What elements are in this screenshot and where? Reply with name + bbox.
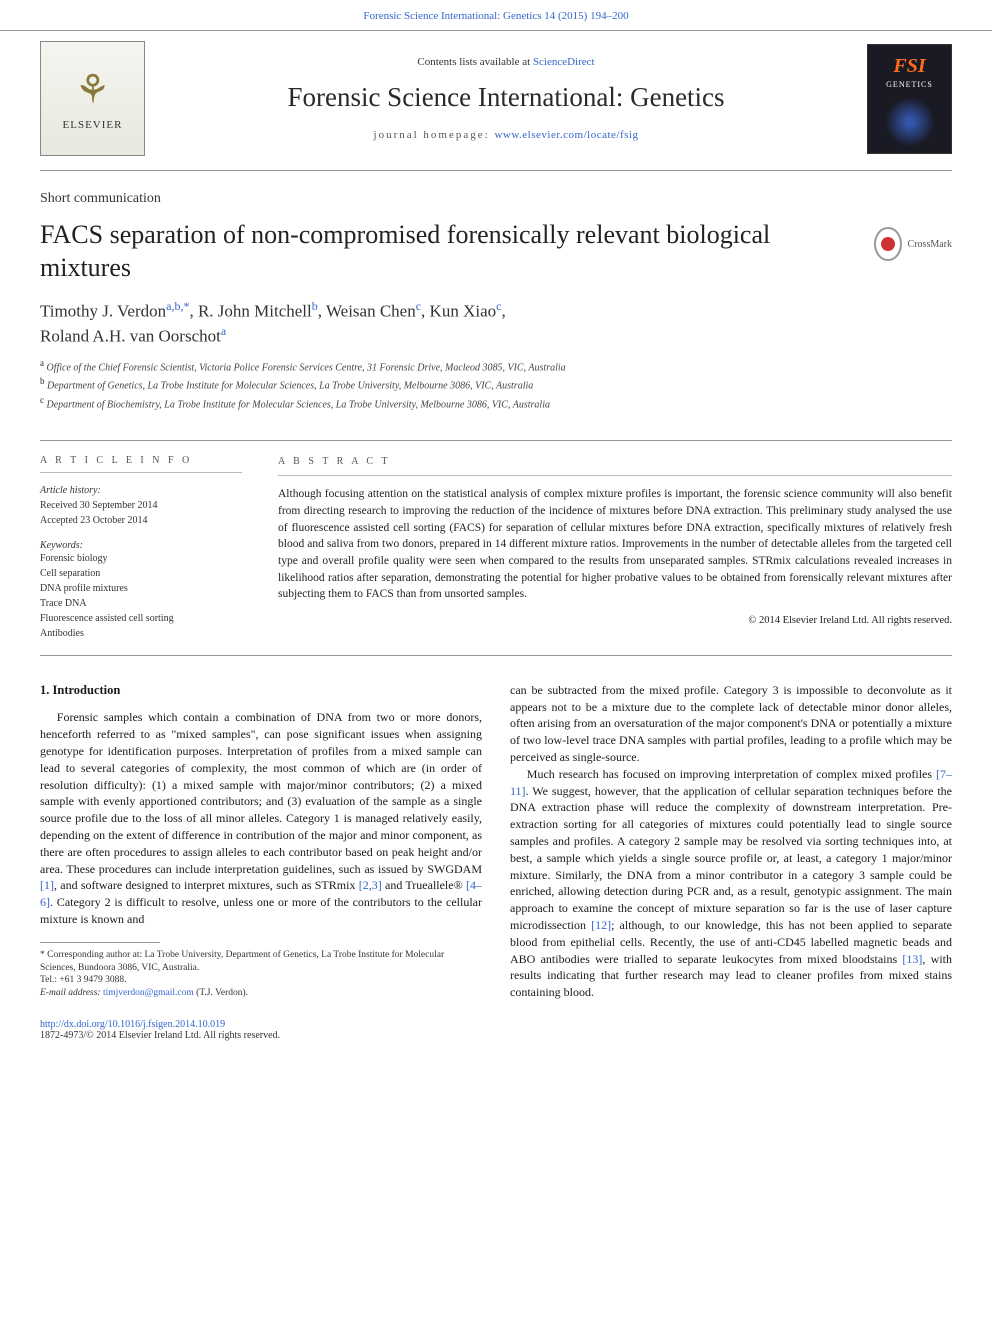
text: can be subtracted from the mixed profile… (510, 683, 952, 764)
info-header: A R T I C L E I N F O (40, 455, 242, 473)
masthead-center: Contents lists available at ScienceDirec… (157, 56, 855, 141)
author-1: Timothy J. Verdon (40, 302, 166, 321)
text: , and software designed to interpret mix… (54, 878, 359, 892)
aff-b-sup: b (40, 376, 45, 386)
footnote-rule (40, 942, 160, 943)
keyword: Trace DNA (40, 598, 87, 609)
article-type: Short communication (40, 191, 952, 207)
homepage-link[interactable]: www.elsevier.com/locate/fsig (494, 129, 638, 141)
history-label: Article history: (40, 485, 101, 496)
article-title: FACS separation of non-compromised foren… (40, 219, 858, 284)
crossmark-label: CrossMark (908, 239, 952, 250)
aff-a: Office of the Chief Forensic Scientist, … (47, 362, 566, 373)
homepage-prefix: journal homepage: (374, 129, 495, 141)
author-4: , Kun Xiao (421, 302, 496, 321)
body-columns: 1. Introduction Forensic samples which c… (0, 656, 992, 1011)
aff-c: Department of Biochemistry, La Trobe Ins… (47, 399, 550, 410)
affiliations: a Office of the Chief Forensic Scientist… (40, 357, 952, 412)
issn-copyright: 1872-4973/© 2014 Elsevier Ireland Ltd. A… (40, 1030, 280, 1041)
body-col-left: 1. Introduction Forensic samples which c… (40, 682, 482, 1001)
keyword: DNA profile mixtures (40, 583, 128, 594)
text: Much research has focused on improving i… (527, 767, 936, 781)
elsevier-logo: ⚘ ELSEVIER (40, 41, 145, 156)
keywords-label: Keywords: (40, 540, 242, 551)
abstract: A B S T R A C T Although focusing attent… (260, 441, 952, 655)
cover-genetics: GENETICS (886, 80, 933, 89)
journal-title: Forensic Science International: Genetics (157, 82, 855, 113)
comma: , (501, 302, 505, 321)
contents-line: Contents lists available at ScienceDirec… (157, 56, 855, 68)
aff-c-sup: c (40, 395, 44, 405)
elsevier-tree-icon: ⚘ (75, 66, 111, 113)
keyword: Forensic biology (40, 553, 108, 564)
info-abstract-block: A R T I C L E I N F O Article history: R… (40, 440, 952, 656)
keyword: Fluorescence assisted cell sorting (40, 613, 174, 624)
abstract-copyright: © 2014 Elsevier Ireland Ltd. All rights … (278, 613, 952, 628)
text: Forensic samples which contain a combina… (40, 710, 482, 875)
contents-prefix: Contents lists available at (417, 56, 532, 68)
authors: Timothy J. Verdona,b,*, R. John Mitchell… (40, 298, 952, 349)
intro-para-1: Forensic samples which contain a combina… (40, 709, 482, 927)
crossmark-icon (874, 227, 902, 261)
keyword: Cell separation (40, 568, 100, 579)
article-info: A R T I C L E I N F O Article history: R… (40, 441, 260, 655)
author-5: Roland A.H. van Oorschot (40, 327, 221, 346)
footnotes: * Corresponding author at: La Trobe Univ… (40, 949, 482, 1000)
ref-link[interactable]: [13] (902, 952, 922, 966)
cover-swirl-icon (885, 97, 935, 147)
keyword: Antibodies (40, 628, 84, 639)
keywords-list: Forensic biology Cell separation DNA pro… (40, 551, 242, 641)
section-1-title: 1. Introduction (40, 682, 482, 700)
top-citation-bar: Forensic Science International: Genetics… (0, 0, 992, 31)
abstract-header: A B S T R A C T (278, 455, 952, 477)
accepted-date: Accepted 23 October 2014 (40, 515, 147, 526)
crossmark-badge[interactable]: CrossMark (874, 219, 952, 269)
aff-b: Department of Genetics, La Trobe Institu… (47, 381, 533, 392)
tel: Tel.: +61 3 9479 3088. (40, 974, 482, 987)
text: and Trueallele® (382, 878, 466, 892)
corresponding-author: * Corresponding author at: La Trobe Univ… (40, 949, 482, 975)
intro-para-1-cont: can be subtracted from the mixed profile… (510, 682, 952, 766)
journal-cover: FSI GENETICS (867, 44, 952, 154)
sciencedirect-link[interactable]: ScienceDirect (533, 56, 595, 68)
ref-link[interactable]: [2,3] (359, 878, 382, 892)
abstract-text: Although focusing attention on the stati… (278, 486, 952, 603)
intro-para-2: Much research has focused on improving i… (510, 766, 952, 1001)
email-label: E-mail address: (40, 988, 103, 998)
doi-link[interactable]: http://dx.doi.org/10.1016/j.fsigen.2014.… (40, 1019, 225, 1030)
text: . Category 2 is difficult to resolve, un… (40, 895, 482, 926)
homepage-line: journal homepage: www.elsevier.com/locat… (157, 129, 855, 141)
body-col-right: can be subtracted from the mixed profile… (510, 682, 952, 1001)
email-suffix: (T.J. Verdon). (194, 988, 248, 998)
aff-sup: a (221, 324, 226, 338)
page-footer: http://dx.doi.org/10.1016/j.fsigen.2014.… (0, 1011, 992, 1061)
text: . We suggest, however, that the applicat… (510, 784, 952, 932)
author-3: , Weisan Chen (318, 302, 416, 321)
top-citation-link[interactable]: Forensic Science International: Genetics… (363, 10, 628, 22)
article-history: Article history: Received 30 September 2… (40, 483, 242, 528)
received-date: Received 30 September 2014 (40, 500, 157, 511)
aff-sup: a,b, (166, 299, 183, 313)
aff-a-sup: a (40, 358, 44, 368)
ref-link[interactable]: [1] (40, 878, 54, 892)
elsevier-name: ELSEVIER (63, 119, 123, 131)
ref-link[interactable]: [12] (591, 918, 611, 932)
masthead: ⚘ ELSEVIER Contents lists available at S… (0, 31, 992, 166)
email-link[interactable]: timjverdon@gmail.com (103, 988, 194, 998)
article-head: Short communication FACS separation of n… (0, 171, 992, 422)
cover-fsi: FSI (893, 55, 925, 78)
author-2: , R. John Mitchell (189, 302, 311, 321)
